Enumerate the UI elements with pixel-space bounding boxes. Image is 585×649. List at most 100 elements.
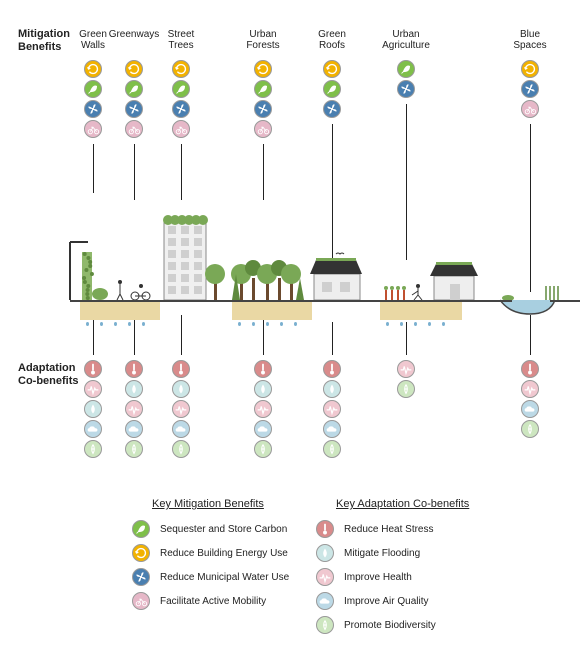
bottom-icons-greenways bbox=[125, 360, 143, 458]
ground-line bbox=[70, 300, 512, 302]
heat-icon bbox=[125, 360, 143, 378]
health-icon bbox=[254, 400, 272, 418]
heat-icon bbox=[521, 360, 539, 378]
legend-label: Improve Health bbox=[344, 572, 412, 583]
water-drop-icon bbox=[442, 322, 445, 326]
leader-bot-urbanforests bbox=[263, 315, 264, 355]
ground-band bbox=[232, 302, 312, 320]
biodiv-icon bbox=[172, 440, 190, 458]
water-drop-icon bbox=[252, 322, 255, 326]
bottom-icons-urbanforests bbox=[254, 360, 272, 458]
water-icon bbox=[397, 80, 415, 98]
top-icons-urbanforests bbox=[254, 60, 272, 138]
energy-icon bbox=[125, 60, 143, 78]
water-drop-icon bbox=[86, 322, 89, 326]
water-icon bbox=[254, 100, 272, 118]
health-icon bbox=[521, 380, 539, 398]
top-icons-greenroofs bbox=[323, 60, 341, 118]
water-drop-icon bbox=[386, 322, 389, 326]
energy-icon bbox=[84, 60, 102, 78]
air-icon bbox=[172, 420, 190, 438]
water-icon bbox=[172, 100, 190, 118]
water-drop-icon bbox=[414, 322, 417, 326]
legend-label: Reduce Building Energy Use bbox=[160, 548, 288, 559]
flood-icon bbox=[323, 380, 341, 398]
ground-line bbox=[550, 300, 580, 302]
legend-label: Facilitate Active Mobility bbox=[160, 596, 266, 607]
flood-icon bbox=[125, 380, 143, 398]
carbon-icon bbox=[254, 80, 272, 98]
energy-icon bbox=[132, 544, 150, 562]
leader-bot-greenwalls bbox=[93, 315, 94, 355]
water-drop-icon bbox=[114, 322, 117, 326]
bottom-icons-streettrees bbox=[172, 360, 190, 458]
bottom-icons-greenroofs bbox=[323, 360, 341, 458]
legend-row-carbon: Sequester and Store Carbon bbox=[132, 520, 287, 538]
col-label-streettrees: StreetTrees bbox=[153, 29, 209, 51]
biodiv-icon bbox=[84, 440, 102, 458]
top-icons-urbanag bbox=[397, 60, 415, 98]
water-drop-icon bbox=[142, 322, 145, 326]
mobility-icon bbox=[132, 592, 150, 610]
health-icon bbox=[316, 568, 334, 586]
flood-icon bbox=[316, 544, 334, 562]
carbon-icon bbox=[132, 520, 150, 538]
air-icon bbox=[254, 420, 272, 438]
mobility-icon bbox=[125, 120, 143, 138]
flood-icon bbox=[84, 400, 102, 418]
carbon-icon bbox=[125, 80, 143, 98]
bottom-icons-urbanag bbox=[397, 360, 415, 398]
water-drop-icon bbox=[100, 322, 103, 326]
energy-icon bbox=[521, 60, 539, 78]
biodiv-icon bbox=[323, 440, 341, 458]
top-icons-bluespaces bbox=[521, 60, 539, 118]
legend-row-biodiv: Promote Biodiversity bbox=[316, 616, 436, 634]
top-icons-greenways bbox=[125, 60, 143, 138]
leader-top-greenways bbox=[134, 144, 135, 200]
col-label-urbanforests: UrbanForests bbox=[235, 29, 291, 51]
legend-label: Reduce Municipal Water Use bbox=[160, 572, 289, 583]
carbon-icon bbox=[172, 80, 190, 98]
water-icon bbox=[521, 80, 539, 98]
biodiv-icon bbox=[397, 380, 415, 398]
carbon-icon bbox=[323, 80, 341, 98]
air-icon bbox=[323, 420, 341, 438]
air-icon bbox=[521, 400, 539, 418]
carbon-icon bbox=[84, 80, 102, 98]
legend-mitigation-header: Key Mitigation Benefits bbox=[152, 498, 264, 510]
col-label-greenroofs: GreenRoofs bbox=[304, 29, 360, 51]
health-icon bbox=[172, 400, 190, 418]
health-icon bbox=[84, 380, 102, 398]
flood-icon bbox=[254, 380, 272, 398]
biodiv-icon bbox=[521, 420, 539, 438]
top-icons-streettrees bbox=[172, 60, 190, 138]
leader-bot-greenways bbox=[134, 315, 135, 355]
legend-row-air: Improve Air Quality bbox=[316, 592, 428, 610]
legend-row-water: Reduce Municipal Water Use bbox=[132, 568, 289, 586]
col-label-bluespaces: BlueSpaces bbox=[502, 29, 558, 51]
energy-icon bbox=[323, 60, 341, 78]
leader-bot-greenroofs bbox=[332, 322, 333, 355]
water-drop-icon bbox=[266, 322, 269, 326]
air-icon bbox=[125, 420, 143, 438]
legend-row-heat: Reduce Heat Stress bbox=[316, 520, 434, 538]
water-drop-icon bbox=[294, 322, 297, 326]
water-icon bbox=[323, 100, 341, 118]
heat-icon bbox=[172, 360, 190, 378]
water-drop-icon bbox=[238, 322, 241, 326]
legend-adaptation-header: Key Adaptation Co-benefits bbox=[336, 498, 469, 510]
water-drop-icon bbox=[128, 322, 131, 326]
biodiv-icon bbox=[316, 616, 334, 634]
leader-top-greenroofs bbox=[332, 124, 333, 258]
carbon-icon bbox=[397, 60, 415, 78]
legend-label: Improve Air Quality bbox=[344, 596, 428, 607]
water-icon bbox=[84, 100, 102, 118]
top-icons-greenwalls bbox=[84, 60, 102, 138]
health-icon bbox=[397, 360, 415, 378]
legend-label: Promote Biodiversity bbox=[344, 620, 436, 631]
energy-icon bbox=[172, 60, 190, 78]
ground-band bbox=[80, 302, 160, 320]
legend-label: Reduce Heat Stress bbox=[344, 524, 434, 535]
leader-top-streettrees bbox=[181, 144, 182, 200]
water-icon bbox=[125, 100, 143, 118]
